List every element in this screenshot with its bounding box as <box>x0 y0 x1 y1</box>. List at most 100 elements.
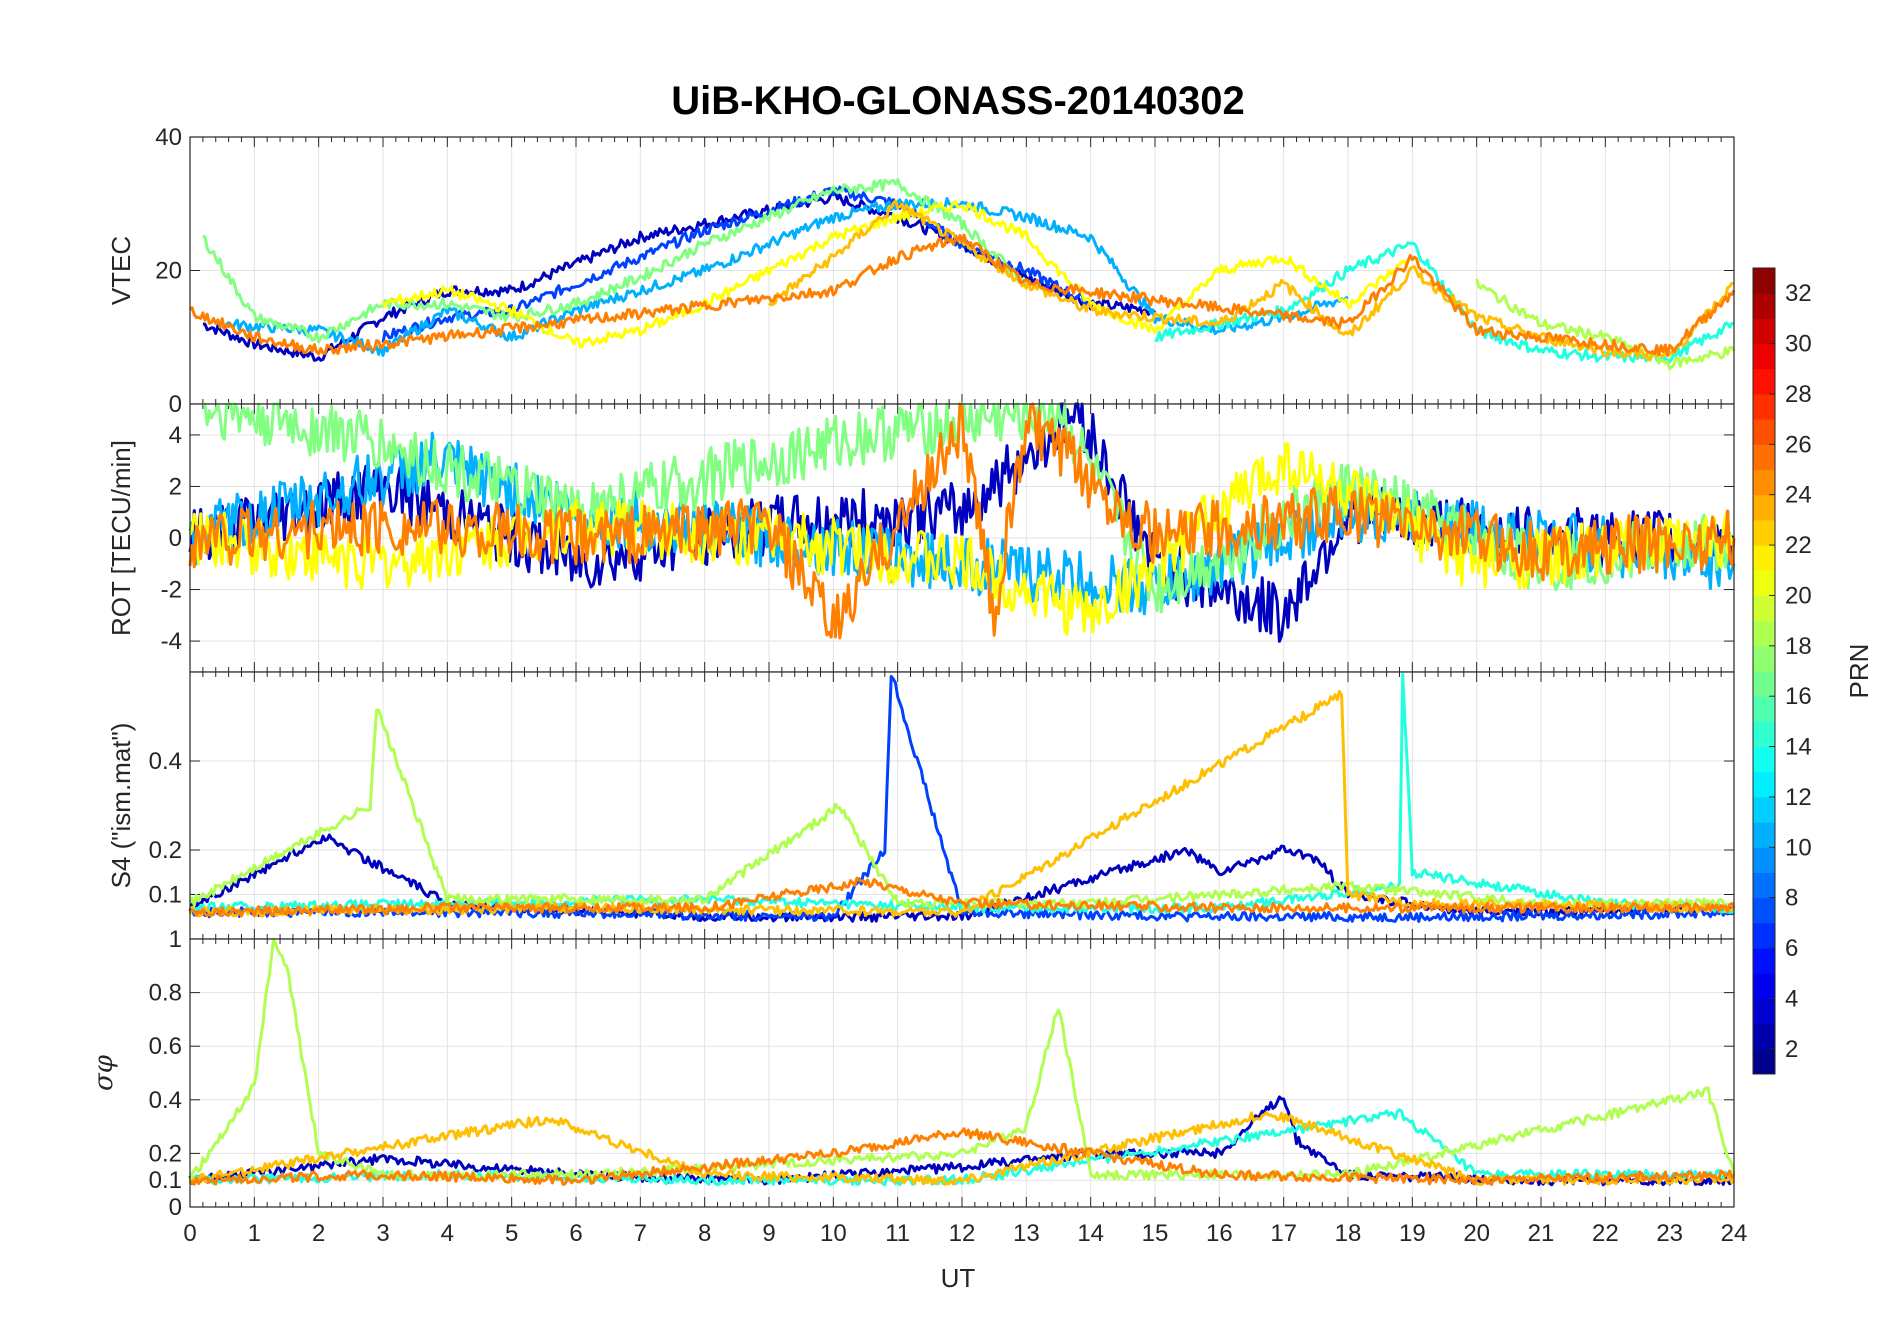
colorbar-bin <box>1753 696 1775 722</box>
colorbar-tick-label: 2 <box>1785 1036 1798 1063</box>
colorbar-tick-label: 32 <box>1785 280 1812 307</box>
x-tick-label: 0 <box>183 1220 196 1247</box>
panel-1-y-axis-label: VTEC <box>106 236 136 305</box>
x-tick-label: 23 <box>1656 1220 1683 1247</box>
colorbar-bin <box>1753 796 1775 823</box>
x-tick-label: 5 <box>505 1220 518 1247</box>
x-tick-label: 10 <box>820 1220 847 1247</box>
colorbar-bin <box>1753 318 1775 345</box>
x-axis-label: UT <box>941 1263 976 1293</box>
x-tick-label: 24 <box>1721 1220 1748 1247</box>
colorbar-tick-label: 4 <box>1785 985 1798 1012</box>
x-tick-label: 11 <box>885 1220 910 1247</box>
colorbar-bin <box>1753 1023 1775 1050</box>
y-tick-label: 0 <box>169 525 182 552</box>
y-tick-label: 0 <box>169 1194 182 1221</box>
colorbar-bin <box>1753 922 1775 949</box>
chart-title: UiB-KHO-GLONASS-20140302 <box>671 79 1245 123</box>
y-tick-label: -2 <box>161 577 182 604</box>
y-tick-label: 0.2 <box>149 837 182 864</box>
colorbar-bin <box>1753 771 1775 798</box>
panel-2: -4 -2 0 2 4 0 ROT [TECU/min] <box>106 391 1736 673</box>
colorbar-bin <box>1753 645 1775 672</box>
x-tick-label: 9 <box>762 1220 775 1247</box>
series-prn-16 <box>202 178 1028 344</box>
x-tick-label: 8 <box>698 1220 711 1247</box>
colorbar-bin <box>1753 595 1775 622</box>
panel-3-y-axis-label: S4 ("ism.mat") <box>106 723 136 889</box>
y-tick-label: 0.4 <box>149 1087 182 1114</box>
series-prn-18 <box>188 937 1736 1184</box>
colorbar-tick-label: 24 <box>1785 482 1812 509</box>
colorbar-bin <box>1753 545 1775 571</box>
colorbar-bin <box>1753 822 1775 848</box>
colorbar-bin <box>1753 469 1775 496</box>
colorbar-bin <box>1753 570 1775 596</box>
y-tick-label: 0.1 <box>149 1167 182 1194</box>
colorbar-bin <box>1753 746 1775 773</box>
x-tick-label: 15 <box>1142 1220 1169 1247</box>
series-prn-22 <box>188 690 1735 918</box>
colorbar-bin <box>1753 847 1775 873</box>
colorbar-tick-label: 18 <box>1785 633 1812 660</box>
series-prn-24 <box>189 876 1736 918</box>
series-prn-10 <box>221 197 1349 357</box>
colorbar-bin <box>1753 368 1775 395</box>
colorbar-tick-label: 16 <box>1785 683 1812 710</box>
panel-4-y-axis-label: σφ <box>89 1054 119 1091</box>
y-tick-label: 4 <box>169 422 182 449</box>
series-prn-24 <box>188 233 1736 357</box>
y-tick-label: 0 <box>169 391 182 418</box>
colorbar-bin <box>1753 948 1775 974</box>
panel-4: 00.10.2 0.4 0.6 0.8 1 σφ <box>89 926 1736 1221</box>
series-prn-24 <box>188 1127 1736 1186</box>
colorbar-label: PRN <box>1844 644 1874 699</box>
panel-3: 0.1 0.2 0.4 S4 ("ism.mat") <box>106 671 1736 940</box>
colorbar-bin <box>1753 444 1775 470</box>
colorbar-bin <box>1753 343 1775 370</box>
colorbar-frame <box>1752 267 1776 1075</box>
x-tick-label: 6 <box>569 1220 582 1247</box>
series-prn-22 <box>768 199 1735 362</box>
y-tick-label: 0.1 <box>149 882 182 909</box>
panel-4-frame <box>189 938 1735 1208</box>
colorbar-tick-label: 10 <box>1785 834 1812 861</box>
x-tick-label: 12 <box>949 1220 976 1247</box>
colorbar-bin <box>1753 721 1775 748</box>
colorbar-tick-label: 14 <box>1785 734 1812 761</box>
y-tick-label: 1 <box>169 926 182 953</box>
colorbar-bin <box>1753 494 1775 521</box>
colorbar-tick-label: 22 <box>1785 532 1812 559</box>
x-tick-label: 18 <box>1335 1220 1362 1247</box>
y-tick-label: 0.8 <box>149 980 182 1007</box>
panel-1: 20 40 VTEC <box>106 124 1736 405</box>
y-tick-label: -4 <box>161 628 182 655</box>
colorbar-bin <box>1753 998 1775 1025</box>
x-tick-label: 14 <box>1077 1220 1104 1247</box>
x-tick-label: 7 <box>634 1220 647 1247</box>
colorbar-bin <box>1753 419 1775 445</box>
x-tick-label: 13 <box>1013 1220 1040 1247</box>
series-prn-20 <box>381 200 1413 349</box>
x-tick-label: 3 <box>376 1220 389 1247</box>
y-tick-label: 0.4 <box>149 748 182 775</box>
series-prn-22 <box>189 1110 1736 1187</box>
x-tick-label: 17 <box>1270 1220 1297 1247</box>
colorbar-tick-label: 12 <box>1785 784 1812 811</box>
x-tick-label: 20 <box>1463 1220 1490 1247</box>
colorbar-bin <box>1753 897 1775 924</box>
colorbar-bin <box>1753 872 1775 899</box>
x-tick-label: 16 <box>1206 1220 1233 1247</box>
y-tick-label: 20 <box>155 258 182 285</box>
colorbar-bin <box>1753 393 1775 420</box>
colorbar-tick-label: 28 <box>1785 381 1812 408</box>
x-tick-label: 21 <box>1528 1220 1555 1247</box>
y-tick-label: 0.2 <box>149 1140 182 1167</box>
y-tick-label: 40 <box>155 124 182 151</box>
colorbar-tick-label: 30 <box>1785 331 1812 358</box>
colorbar-bin <box>1753 268 1775 294</box>
x-tick-label: 4 <box>441 1220 454 1247</box>
